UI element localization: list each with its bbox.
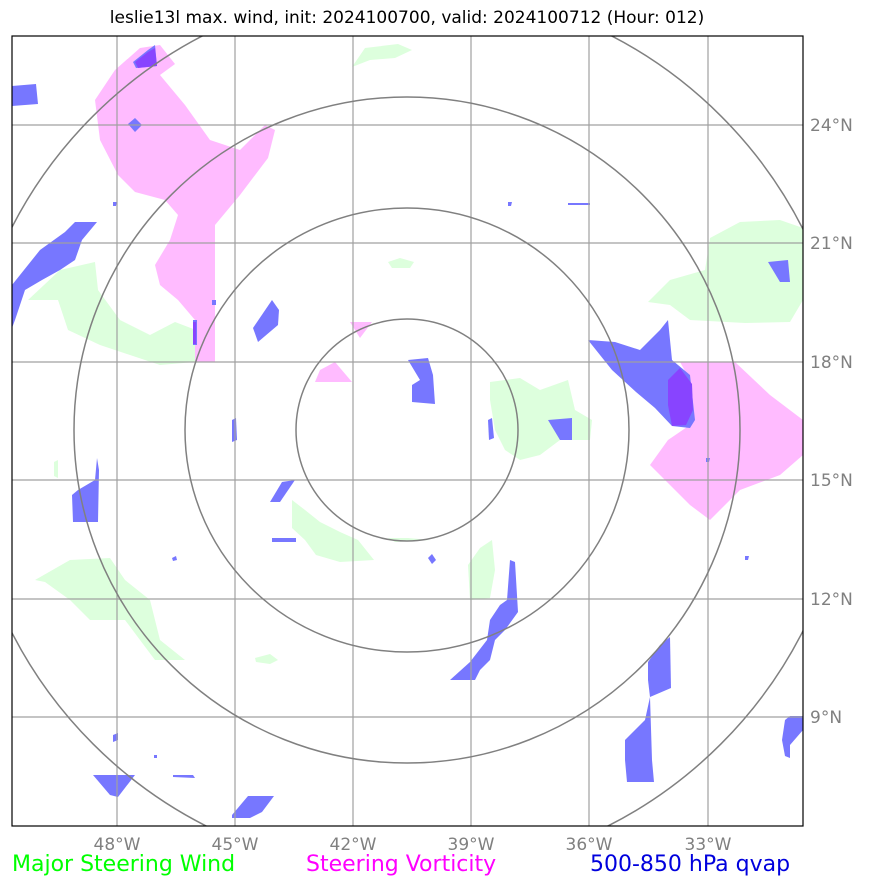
wind-patch [388, 258, 414, 268]
map-title: leslie13l max. wind, init: 2024100700, v… [109, 8, 705, 28]
wind-patch [54, 460, 58, 478]
overlap-patch [668, 368, 693, 426]
qvap-patch [272, 538, 296, 542]
steering-wind-layer [28, 44, 803, 664]
lat-tick-label: 18°N [810, 353, 853, 373]
lat-tick-label: 9°N [810, 708, 842, 728]
qvap-patch [408, 358, 435, 404]
range-rings [12, 36, 803, 826]
lon-tick-label: 48°W [94, 835, 141, 855]
lat-tick-label: 24°N [810, 116, 853, 136]
range-ring-2 [184, 207, 630, 653]
qvap-patch [12, 222, 97, 328]
lat-tick-label: 21°N [810, 234, 853, 254]
lon-tick-label: 33°W [685, 835, 732, 855]
qvap-patch [253, 300, 279, 342]
legend-steering-wind: Major Steering Wind [12, 852, 236, 877]
qvap-patch [173, 775, 195, 778]
qvap-patch [782, 716, 803, 758]
range-ring-1 [295, 318, 519, 542]
qvap-patch [508, 202, 512, 206]
overlap-patch [193, 322, 196, 344]
wind-patch [648, 220, 803, 323]
qvap-patch [12, 84, 38, 106]
qvap-patch [450, 560, 518, 680]
qvap-patch [625, 697, 654, 782]
qvap-patch [488, 418, 494, 440]
legend-steering-vorticity: Steering Vorticity [306, 852, 497, 877]
qvap-patch [648, 637, 671, 697]
map-frame [11, 35, 804, 827]
lat-tick-labels: 24°N 21°N 18°N 15°N 12°N 9°N [810, 116, 853, 728]
wind-patch [35, 558, 185, 660]
legend-qvap: 500-850 hPa qvap [590, 852, 791, 877]
graticule [12, 36, 803, 826]
qvap-patch [548, 418, 572, 440]
lon-tick-label: 36°W [566, 835, 613, 855]
qvap-patch [72, 458, 99, 522]
lon-tick-label: 45°W [212, 835, 259, 855]
qvap-patch [428, 554, 436, 564]
qvap-patch [113, 202, 117, 206]
wind-patch [28, 262, 196, 365]
qvap-patch [93, 775, 135, 797]
qvap-patch [745, 556, 749, 560]
lon-tick-labels: 48°W 45°W 42°W 39°W 36°W 33°W [94, 835, 732, 855]
qvap-patch [154, 755, 157, 758]
qvap-patch [768, 260, 790, 282]
wind-patch [468, 540, 495, 600]
qvap-patch [172, 556, 177, 561]
map-layers [12, 36, 803, 826]
lat-tick-label: 12°N [810, 590, 853, 610]
qvap-patch [568, 203, 590, 205]
qvap-overlap-layer [135, 48, 693, 426]
wind-patch [255, 654, 278, 664]
qvap-patch [232, 796, 274, 818]
vorticity-patch [95, 45, 275, 362]
vorticity-patch [315, 362, 352, 382]
wind-patch [352, 44, 412, 67]
qvap-patch [270, 480, 295, 502]
range-ring-3 [73, 96, 741, 764]
overlap-patch [135, 48, 157, 68]
wind-patch [490, 378, 592, 460]
lon-tick-label: 39°W [448, 835, 495, 855]
lat-tick-label: 15°N [810, 471, 853, 491]
lon-tick-label: 42°W [330, 835, 377, 855]
qvap-patch [212, 300, 216, 305]
